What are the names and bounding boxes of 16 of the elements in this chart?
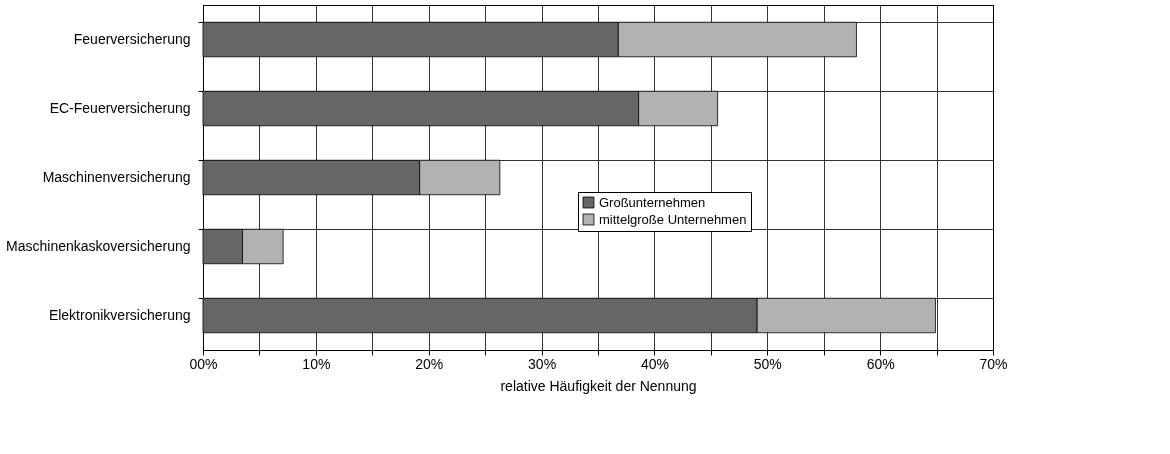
x-axis-title: relative Häufigkeit der Nennung — [500, 377, 697, 394]
y-tick-label: Elektronikversicherung — [48, 306, 191, 323]
x-tick-label: 60% — [866, 355, 895, 372]
x-tick-label: 40% — [640, 355, 669, 372]
y-tick-label: Maschinenkaskoversicherung — [6, 237, 191, 254]
x-tick-label: 20% — [415, 355, 444, 372]
x-tick-label: 00% — [189, 355, 218, 372]
y-tick-label: EC-Feuerversicherung — [49, 99, 191, 116]
y-tick-label: Maschinenversicherung — [42, 168, 191, 185]
x-tick-label: 10% — [302, 355, 331, 372]
legend-label: Großunternehmen — [599, 194, 706, 210]
x-tick-label: 30% — [528, 355, 557, 372]
legend-label: mittelgroße Unternehmen — [599, 211, 747, 227]
x-tick-label: 70% — [979, 355, 1008, 372]
x-tick-label: 50% — [753, 355, 782, 372]
y-tick-label: Feuerversicherung — [73, 30, 191, 47]
